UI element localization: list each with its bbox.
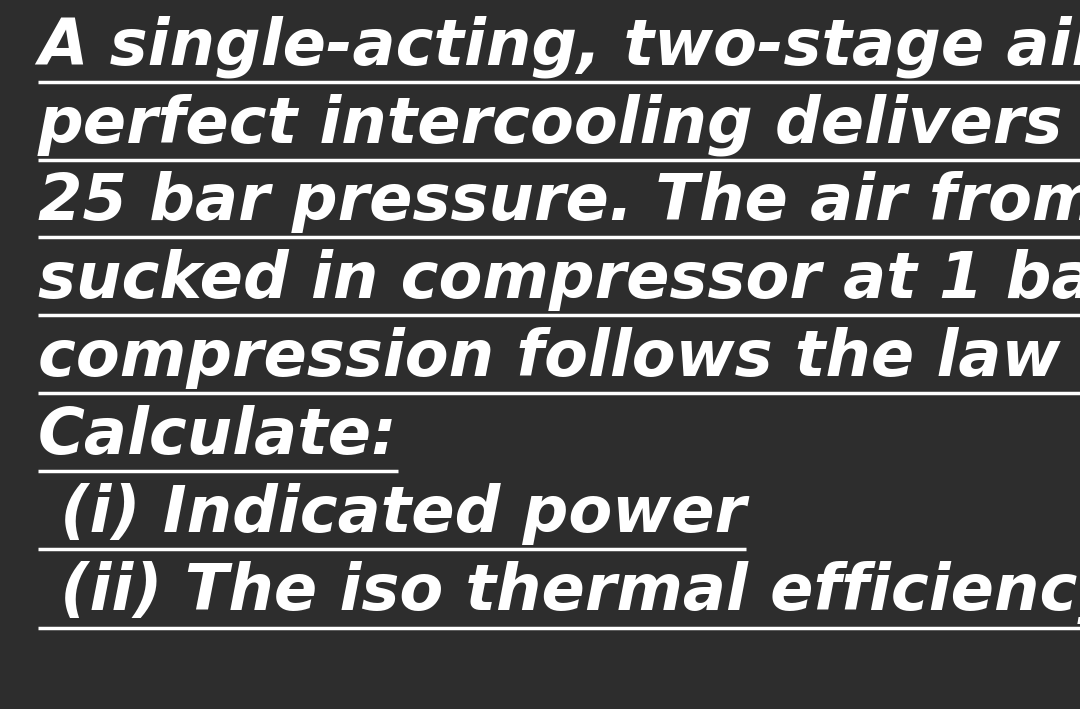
Text: compression follows the law pV1.25 = C.: compression follows the law pV1.25 = C. — [38, 327, 1080, 389]
Text: perfect intercooling delivers 15 kg/min of air at: perfect intercooling delivers 15 kg/min … — [38, 93, 1080, 155]
Text: sucked in compressor at 1 bar and 15°C. The: sucked in compressor at 1 bar and 15°C. … — [38, 249, 1080, 311]
Text: Calculate:: Calculate: — [38, 405, 397, 467]
Text: 25 bar pressure. The air from atmosphere is: 25 bar pressure. The air from atmosphere… — [38, 171, 1080, 233]
Text: (i) Indicated power: (i) Indicated power — [38, 483, 746, 545]
Text: A single-acting, two-stage air compressor with: A single-acting, two-stage air compresso… — [38, 15, 1080, 77]
Text: (ii) The iso thermal efficiency.: (ii) The iso thermal efficiency. — [38, 561, 1080, 624]
